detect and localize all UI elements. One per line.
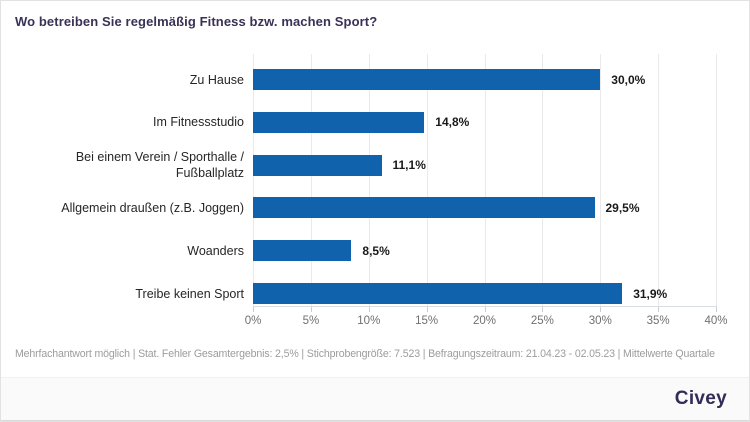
value-label: 29,5% [605,200,640,215]
x-tick-label: 5% [302,315,320,327]
gridline [716,54,717,306]
bar-4 [253,197,595,219]
gridline [600,54,602,306]
x-axis-tick [253,307,254,312]
value-label: 11,1% [392,158,426,173]
x-axis-tick [426,307,428,312]
category-label: Woanders [187,243,244,258]
category-label: Allgemein draußen (z.B. Joggen) [61,200,244,215]
x-axis-tick [658,307,660,312]
brand-band: Civey [1,377,749,421]
value-label: 31,9% [633,286,668,301]
category-label: Zu Hause [189,72,244,87]
gridline [310,54,312,306]
x-tick-label: 15% [415,315,439,327]
category-label: Treibe keinen Sport [135,286,244,301]
gridline [253,54,254,306]
bar-1 [253,69,601,90]
x-axis-tick [600,307,602,312]
value-label: 30,0% [611,72,646,87]
x-tick-label: 10% [357,315,381,327]
bar-3 [253,154,382,176]
x-axis-tick [542,307,544,312]
x-axis-line [253,306,717,307]
value-label: 14,8% [435,115,470,130]
x-tick-label: 0% [244,315,262,327]
bar-5 [253,240,352,262]
x-tick-label: 35% [646,315,670,327]
gridline [484,54,486,306]
plot-area [253,54,717,306]
x-axis-tick [368,307,370,312]
gridline [658,54,660,306]
civey-logo: Civey [674,388,727,409]
gridline [542,54,544,306]
x-axis-tick [716,307,717,312]
category-label: Im Fitnessstudio [152,115,244,130]
survey-footnote: Mehrfachantwort möglich | Stat. Fehler G… [15,348,715,360]
gridline [368,54,370,306]
value-label: 8,5% [362,243,390,258]
gridline [426,54,428,306]
chart-title: Wo betreiben Sie regelmäßig Fitness bzw.… [15,14,378,29]
x-tick-label: 25% [530,315,554,327]
x-tick-label: 40% [704,315,728,327]
x-axis-tick [484,307,486,312]
x-axis-tick [310,307,312,312]
x-tick-label: 20% [472,315,497,327]
bar-2 [253,111,425,133]
x-tick-label: 30% [588,315,612,327]
category-label: Bei einem Verein / Sporthalle / Fußballp… [75,149,244,181]
bar-6 [253,283,623,304]
